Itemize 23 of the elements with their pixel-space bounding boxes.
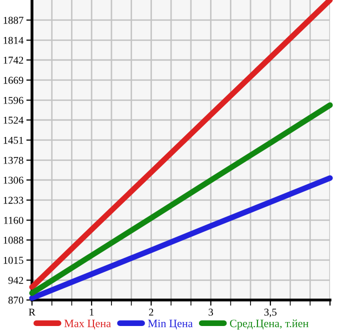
legend-label: Сред.Цена, т.йен <box>230 319 308 330</box>
legend-label: Max Цена <box>64 320 111 330</box>
y-tick-label: 1306 <box>4 176 24 184</box>
y-tick-label: 1160 <box>4 216 24 224</box>
y-tick-label: 1233 <box>4 196 24 204</box>
y-tick-label: 1088 <box>4 236 24 244</box>
y-tick-label: 1669 <box>4 76 24 84</box>
y-tick-label: 942 <box>8 276 24 284</box>
y-tick-label: 1378 <box>4 156 24 164</box>
y-tick-label: 1814 <box>4 36 24 44</box>
x-tick-label: R <box>28 308 36 316</box>
y-tick-label: 1524 <box>4 116 24 124</box>
x-tick-label: 3 <box>208 308 213 316</box>
y-tick-label: 1015 <box>4 256 24 264</box>
legend-label: Min Цена <box>148 320 193 330</box>
y-tick-label: 1596 <box>4 96 24 104</box>
y-tick-label: 1887 <box>4 16 24 24</box>
x-tick-label: 1 <box>90 308 94 316</box>
y-tick-label: 870 <box>8 296 24 304</box>
x-tick-label: 3,5 <box>264 308 277 318</box>
y-tick-label: 1742 <box>4 56 24 64</box>
y-tick-label: 1451 <box>4 136 24 144</box>
x-tick-label: 2 <box>149 308 154 316</box>
